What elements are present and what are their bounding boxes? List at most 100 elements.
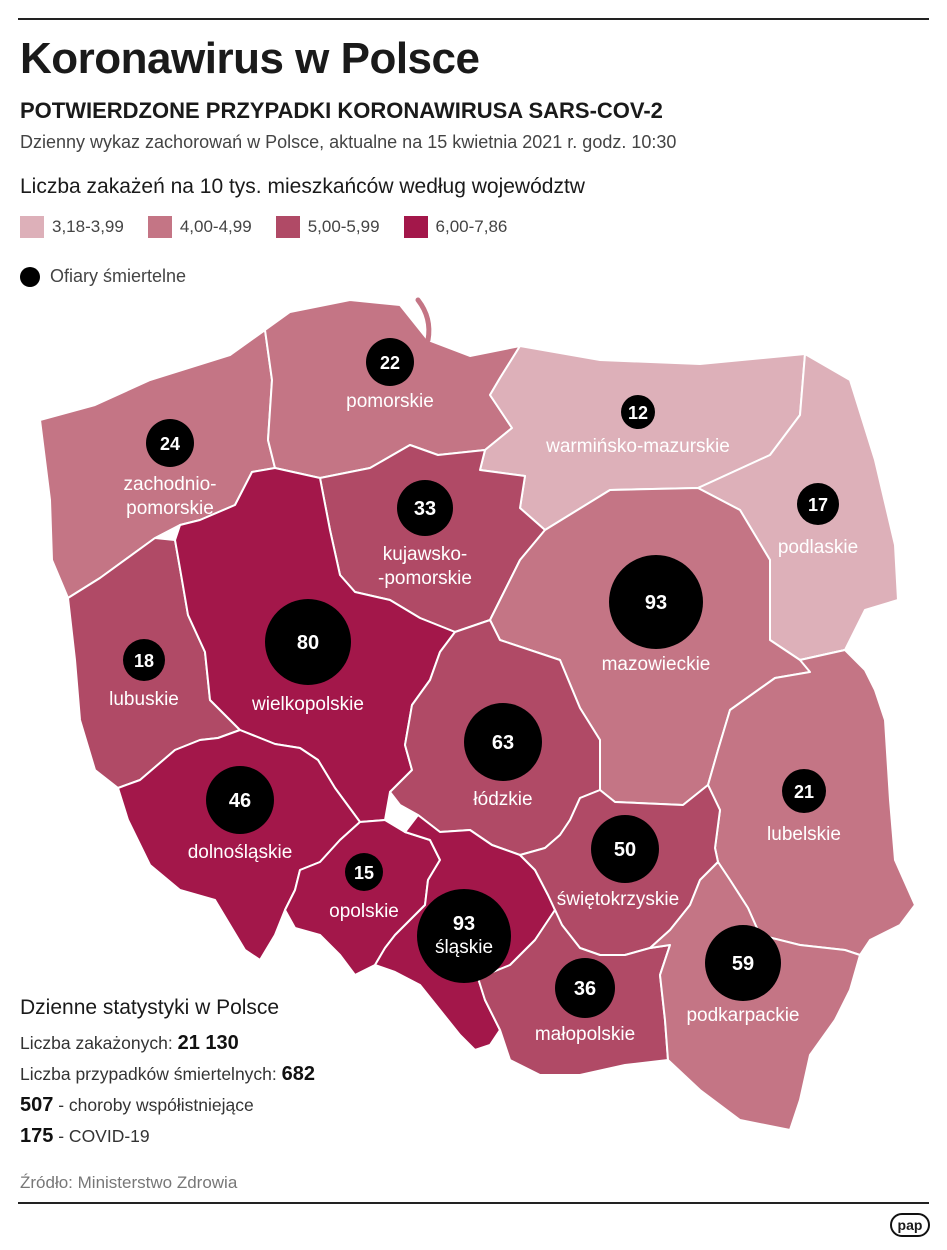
legend: 3,18-3,99 4,00-4,99 5,00-5,99 6,00-7,86 <box>20 216 531 238</box>
region-name: dolnośląskie <box>188 842 293 863</box>
deaths-value: 22 <box>380 353 400 373</box>
page-title: Koronawirus w Polsce <box>20 34 480 83</box>
region-name: świętokrzyskie <box>557 889 679 910</box>
stat-infections-value: 21 130 <box>177 1032 239 1054</box>
region-marker-lubuskie: 18 lubuskie <box>109 639 179 710</box>
region-marker-zachodniopomorskie: 24 zachodnio-pomorskie <box>124 419 217 519</box>
deaths-value: 36 <box>574 978 596 1000</box>
region-name: opolskie <box>329 901 399 922</box>
deaths-circle <box>417 889 511 983</box>
region-name: lubuskie <box>109 689 179 710</box>
deaths-circle <box>146 419 194 467</box>
deaths-circle <box>705 925 781 1001</box>
deaths-circle <box>123 639 165 681</box>
stat-covid: 175 - COVID-19 <box>20 1125 315 1148</box>
region-name: pomorskie <box>126 498 214 519</box>
legend-item: 6,00-7,86 <box>403 216 508 238</box>
region-name: łódzkie <box>473 789 532 810</box>
deaths-value: 50 <box>614 839 636 861</box>
bottom-rule <box>18 1202 929 1204</box>
legend-label: 4,00-4,99 <box>179 217 252 236</box>
region-marker-wielkopolskie: 80 wielkopolskie <box>251 599 364 715</box>
top-rule <box>18 18 929 20</box>
stat-comorbid-label: - choroby współistniejące <box>53 1095 254 1115</box>
region-name: warmińsko-mazurskie <box>545 436 730 457</box>
page-description: Dzienny wykaz zachorowań w Polsce, aktua… <box>20 132 677 152</box>
region-name: -pomorskie <box>378 568 472 589</box>
region-name: pomorskie <box>346 391 434 412</box>
legend-label: 3,18-3,99 <box>52 217 124 236</box>
region-marker-mazowieckie: 93 mazowieckie <box>602 555 711 675</box>
region-name: kujawsko- <box>383 544 467 565</box>
region-name: lubelskie <box>767 824 841 845</box>
deaths-circle <box>366 338 414 386</box>
region-marker-dolnoslaskie: 46 dolnośląskie <box>188 766 293 863</box>
region-marker-pomorskie: 22 pomorskie <box>346 338 434 412</box>
deaths-value: 63 <box>492 732 514 754</box>
region-name: podkarpackie <box>686 1005 799 1026</box>
deaths-value: 93 <box>645 592 667 614</box>
deaths-circle <box>206 766 274 834</box>
source-note: Źródło: Ministerstwo Zdrowia <box>20 1173 238 1192</box>
legend-swatch <box>20 216 44 238</box>
region-marker-swietokrzyskie: 50 świętokrzyskie <box>557 815 679 910</box>
legend-label: 6,00-7,86 <box>435 217 508 236</box>
deaths-value: 12 <box>628 403 648 423</box>
legend-swatch <box>403 216 428 238</box>
legend-item: 3,18-3,99 <box>20 216 124 238</box>
deaths-value: 15 <box>354 863 374 883</box>
deaths-circle <box>397 480 453 536</box>
stat-infections-label: Liczba zakażonych: <box>20 1033 178 1053</box>
pap-logo: pap <box>890 1213 930 1237</box>
legend-swatch <box>275 216 300 238</box>
deaths-circle <box>782 769 826 813</box>
region-name: małopolskie <box>535 1024 635 1045</box>
deaths-circle <box>464 703 542 781</box>
region-name: śląskie <box>435 937 493 958</box>
stat-covid-label: - COVID-19 <box>53 1126 150 1146</box>
deaths-value: 24 <box>160 434 180 454</box>
deaths-dot-icon <box>20 266 40 287</box>
hel-peninsula <box>415 297 432 343</box>
deaths-value: 80 <box>297 632 319 654</box>
region-marker-podlaskie: 17 podlaskie <box>778 483 858 558</box>
legend-title: Liczba zakażeń na 10 tys. mieszkańców we… <box>20 175 585 198</box>
deaths-value: 59 <box>732 953 754 975</box>
region-name: podlaskie <box>778 537 858 558</box>
legend-item: 5,00-5,99 <box>275 216 380 238</box>
region-marker-warminsko-mazurskie: 12 warmińsko-mazurskie <box>545 395 730 457</box>
deaths-legend: Ofiary śmiertelne <box>20 266 186 287</box>
region-marker-malopolskie: 36 małopolskie <box>535 958 635 1045</box>
page-subtitle: POTWIERDZONE PRZYPADKI KORONAWIRUSA SARS… <box>20 98 663 123</box>
region-marker-lubelskie: 21 lubelskie <box>767 769 841 845</box>
deaths-value: 46 <box>229 790 251 812</box>
deaths-circle <box>345 853 383 891</box>
legend-swatch <box>147 216 172 238</box>
stat-deaths-value: 682 <box>281 1063 316 1085</box>
region-marker-lodzkie: 63 łódzkie <box>464 703 542 810</box>
stat-comorbid-value: 507 <box>20 1094 54 1116</box>
deaths-value: 21 <box>794 782 814 802</box>
region-marker-podkarpackie: 59 podkarpackie <box>686 925 800 1026</box>
deaths-circle <box>591 815 659 883</box>
daily-stats: Dzienne statystyki w Polsce Liczba zakaż… <box>20 996 315 1156</box>
stat-deaths-label: Liczba przypadków śmiertelnych: <box>20 1064 282 1084</box>
deaths-value: 93 <box>453 913 475 935</box>
deaths-value: 17 <box>808 495 828 515</box>
stat-deaths: Liczba przypadków śmiertelnych: 682 <box>20 1063 315 1086</box>
deaths-circle <box>609 555 703 649</box>
legend-label: 5,00-5,99 <box>307 217 380 236</box>
legend-item: 4,00-4,99 <box>147 216 252 238</box>
region-name: wielkopolskie <box>251 694 364 715</box>
region-marker-kujawsko-pomorskie: 33 kujawsko- -pomorskie <box>378 480 472 589</box>
region-name: mazowieckie <box>602 654 711 675</box>
region-name: zachodnio- <box>124 474 217 495</box>
deaths-circle <box>621 395 655 429</box>
deaths-value: 18 <box>134 651 154 671</box>
deaths-circle <box>265 599 351 685</box>
deaths-circle <box>555 958 615 1018</box>
deaths-legend-label: Ofiary śmiertelne <box>50 266 187 286</box>
stat-comorbid: 507 - choroby współistniejące <box>20 1094 315 1117</box>
